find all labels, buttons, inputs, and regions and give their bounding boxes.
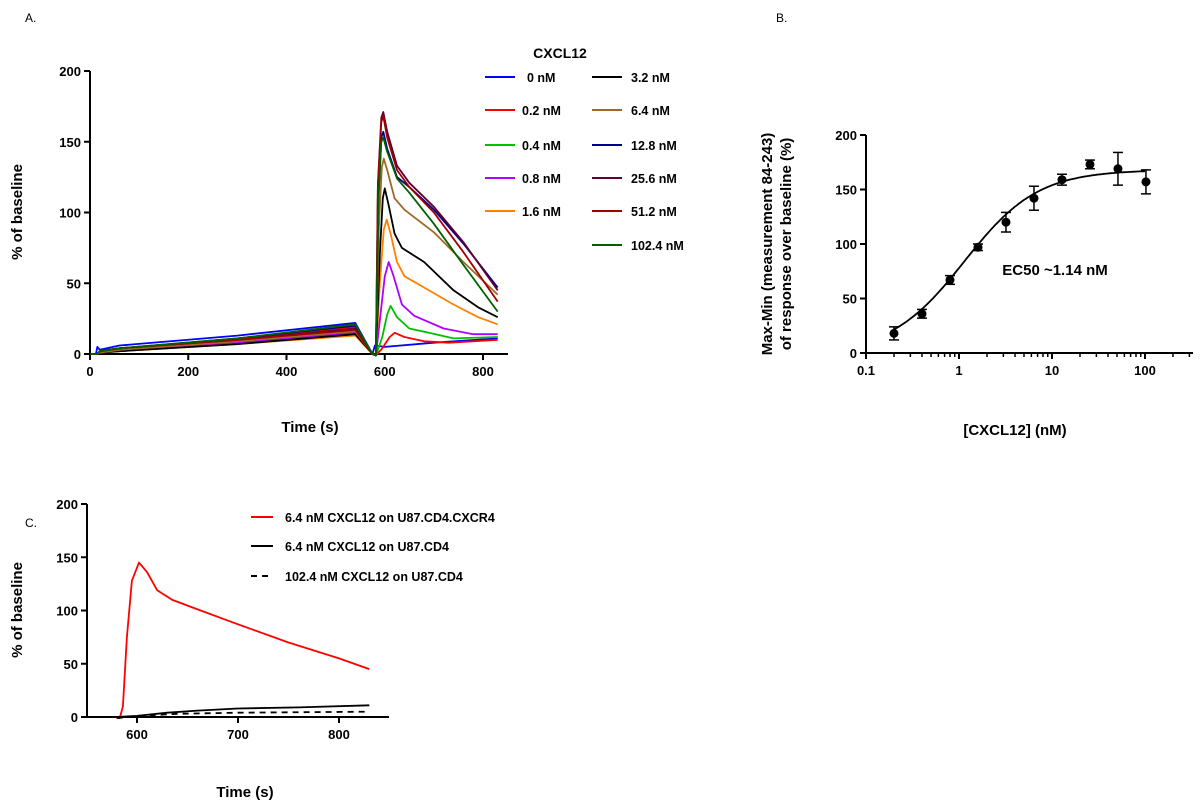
data-point — [1001, 217, 1011, 227]
legend-label: 6.4 nM CXCL12 on U87.CD4.CXCR4 — [285, 511, 495, 525]
series-line-6 — [90, 157, 499, 357]
data-point — [973, 242, 983, 252]
y-tick-label: 50 — [64, 657, 78, 672]
y-tick-label: 0 — [850, 346, 857, 361]
legend-label: 0.2 nM — [522, 104, 561, 118]
legend-title: CXCL12 — [533, 45, 587, 61]
legend-label: 6.4 nM CXCL12 on U87.CD4 — [285, 540, 449, 554]
x-axis-label: Time (s) — [281, 419, 338, 436]
y-axis-label: % of baseline — [9, 562, 26, 658]
data-point — [1113, 164, 1123, 174]
chart-panel-b: B. 0 50 100 150 200 0.1 1 10 100 [CXCL12] (nM) Max-… — [759, 11, 1193, 439]
y-axis-label: % of baseline — [9, 164, 26, 260]
y-tick-label: 0 — [74, 347, 81, 362]
panel-label: B. — [776, 11, 787, 25]
data-point — [1141, 177, 1151, 187]
y-tick-label: 100 — [835, 237, 857, 252]
y-axis-label: Max-Min (measurement 84-243) — [759, 133, 776, 356]
x-tick-label: 800 — [472, 364, 494, 379]
series-line-0 — [90, 322, 498, 355]
x-tick-label: 600 — [374, 364, 396, 379]
y-tick-label: 200 — [59, 64, 81, 79]
series-line-0 — [114, 561, 370, 719]
y-tick-label: 100 — [56, 604, 78, 619]
data-point — [1085, 159, 1095, 169]
data-point — [1057, 175, 1067, 185]
chart-panel-a: A. 0 50 100 150 200 0 200 400 600 800 Time (s) % of … — [9, 11, 684, 436]
legend-label: 102.4 nM CXCL12 on U87.CD4 — [285, 570, 463, 584]
legend-label: 1.6 nM — [522, 205, 561, 219]
x-tick-label: 0 — [86, 364, 93, 379]
x-axis-label: Time (s) — [216, 784, 273, 801]
x-tick-label: 400 — [276, 364, 298, 379]
y-tick-label: 200 — [835, 128, 857, 143]
legend-label: 0.8 nM — [522, 172, 561, 186]
x-tick-label: 600 — [126, 727, 148, 742]
x-tick-label: 10 — [1045, 363, 1059, 378]
legend-label: 102.4 nM — [631, 239, 684, 253]
data-point — [1029, 193, 1039, 203]
panel-label: A. — [25, 11, 36, 25]
series-line-5 — [90, 187, 499, 357]
data-point — [945, 275, 955, 285]
legend-label: 51.2 nM — [631, 205, 677, 219]
y-tick-label: 200 — [56, 497, 78, 512]
legend-label: 12.8 nM — [631, 139, 677, 153]
ec50-annotation: EC50 ~1.14 nM — [1002, 262, 1107, 279]
y-tick-label: 100 — [59, 206, 81, 221]
chart-panel-c: C. 0 50 100 150 200 600 700 800 Time (s) % of base… — [9, 497, 495, 801]
series-line-2 — [116, 710, 370, 719]
x-tick-label: 1 — [955, 363, 962, 378]
fit-curve — [893, 170, 1146, 331]
y-tick-label: 50 — [843, 292, 857, 307]
series-line-10 — [90, 136, 499, 357]
y-axis-label: of response over baseline (%) — [778, 138, 795, 351]
legend-label: 0 nM — [527, 71, 555, 85]
y-tick-label: 0 — [71, 710, 78, 725]
panel-label: C. — [25, 516, 37, 530]
data-point — [917, 309, 927, 319]
legend-label: 6.4 nM — [631, 104, 670, 118]
legend-label: 0.4 nM — [522, 139, 561, 153]
y-tick-label: 50 — [67, 276, 81, 291]
legend-label: 25.6 nM — [631, 172, 677, 186]
x-tick-label: 800 — [328, 727, 350, 742]
x-tick-label: 200 — [177, 364, 199, 379]
y-tick-label: 150 — [835, 183, 857, 198]
x-tick-label: 700 — [227, 727, 249, 742]
legend-label: 3.2 nM — [631, 71, 670, 85]
x-axis-label: [CXCL12] (nM) — [963, 422, 1066, 439]
y-tick-label: 150 — [59, 135, 81, 150]
data-point — [889, 328, 899, 338]
x-tick-label: 0.1 — [857, 363, 875, 378]
series-line-7 — [90, 130, 499, 357]
series-line-1 — [114, 704, 370, 718]
y-tick-label: 150 — [56, 550, 78, 565]
x-tick-label: 100 — [1134, 363, 1156, 378]
